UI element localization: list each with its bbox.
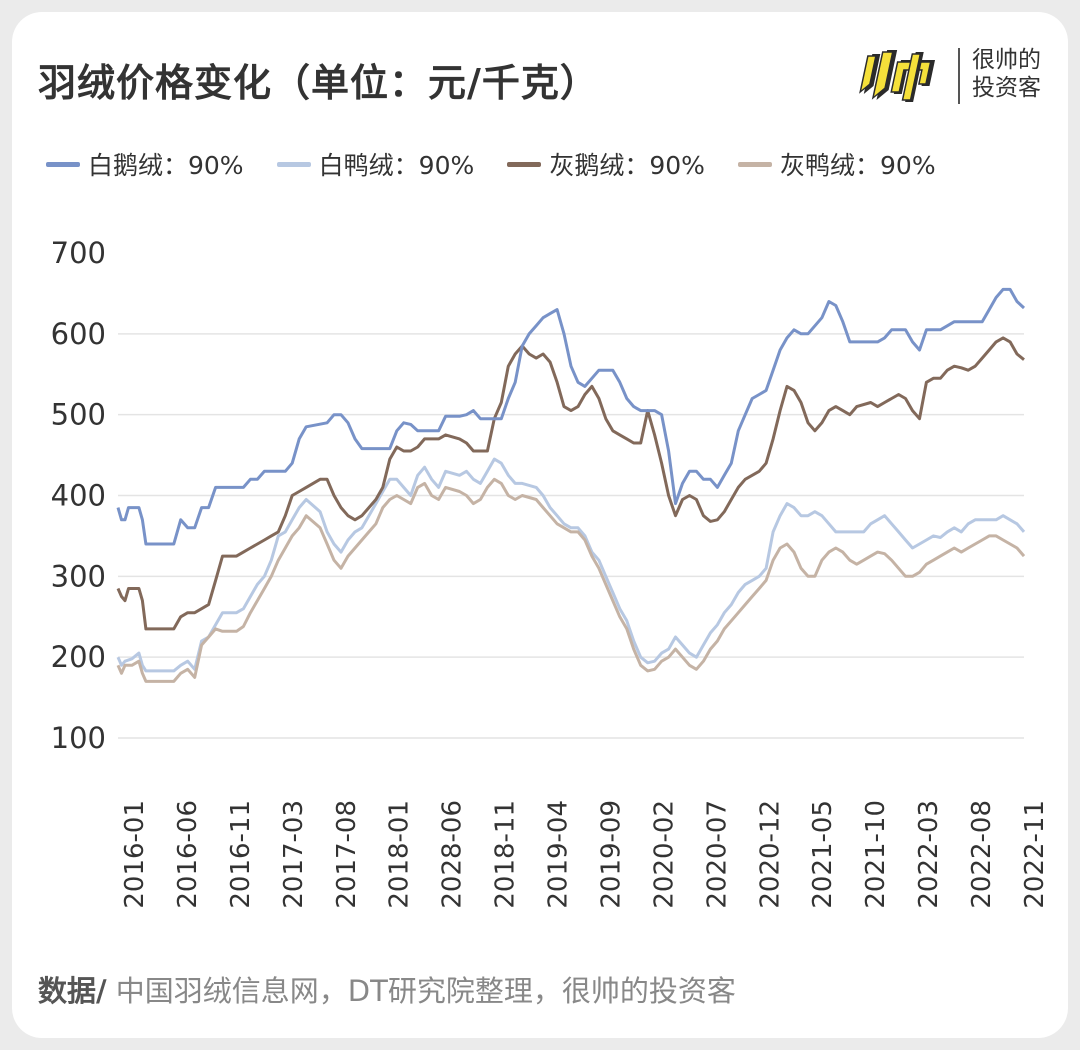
- brand-logo-line2: 投资客: [972, 75, 1041, 101]
- x-tick-label: 2022-08: [967, 800, 997, 909]
- legend-swatch-white-goose: [46, 161, 80, 167]
- brand-logo-divider: [958, 48, 960, 104]
- legend-item-grey-goose: 灰鹅绒：90%: [507, 146, 705, 182]
- y-tick-label: 400: [51, 479, 106, 513]
- brand-logo-line1: 很帅的: [972, 47, 1041, 73]
- x-tick-label: 2019-09: [596, 800, 626, 909]
- legend-item-grey-duck: 灰鸭绒：90%: [738, 146, 936, 182]
- series-line-grey-duck: [116, 477, 1026, 683]
- legend-label-white-goose: 白鹅绒：90%: [88, 151, 244, 180]
- x-tick-label: 2022-11: [1020, 800, 1050, 909]
- y-tick-label: 200: [51, 640, 106, 674]
- y-tick-label: 700: [51, 236, 106, 270]
- data-source-prefix: 数据/: [38, 974, 107, 1008]
- x-tick-label: 2021-10: [861, 800, 891, 909]
- y-tick-label: 500: [51, 398, 106, 432]
- series-line-white-duck: [116, 457, 1026, 673]
- x-tick-label: 2020-02: [649, 800, 679, 909]
- data-source-text: 中国羽绒信息网，DT研究院整理，很帅的投资客: [106, 974, 736, 1008]
- y-tick-label: 100: [51, 721, 106, 755]
- x-tick-label: 2016-11: [226, 800, 256, 909]
- legend-label-white-duck: 白鸭绒：90%: [318, 151, 475, 180]
- brand-logo: 很帅的 投资客: [852, 42, 1052, 108]
- x-tick-label: 2016-06: [173, 800, 203, 909]
- legend-item-white-duck: 白鸭绒：90%: [276, 146, 475, 182]
- legend-swatch-grey-goose: [507, 161, 542, 167]
- series-line-white-goose: [116, 287, 1026, 546]
- x-tick-label: 2018-01: [385, 800, 415, 909]
- x-tick-label: 2021-05: [808, 800, 838, 909]
- chart-title: 羽绒价格变化（单位：元/千克）: [38, 61, 599, 105]
- legend-label-grey-goose: 灰鹅绒：90%: [549, 151, 705, 180]
- chart-legend: 白鹅绒：90% 白鸭绒：90% 灰鹅绒：90% 灰鸭绒：90%: [46, 146, 964, 180]
- series-line-grey-goose: [116, 336, 1025, 631]
- y-tick-label: 600: [51, 317, 106, 351]
- legend-item-white-goose: 白鹅绒：90%: [46, 146, 244, 182]
- brand-logo-mark: [859, 50, 936, 102]
- x-tick-label: 2022-03: [914, 800, 944, 909]
- legend-swatch-white-duck: [276, 161, 311, 167]
- x-tick-label: 2020-12: [755, 800, 785, 909]
- x-tick-label: 2017-08: [332, 800, 362, 909]
- x-tick-label: 2017-03: [279, 800, 309, 909]
- x-tick-label: 2018-11: [491, 800, 521, 909]
- brand-logo-text: 很帅的 投资客: [972, 46, 1041, 102]
- legend-swatch-grey-duck: [738, 161, 773, 167]
- x-tick-label: 2019-04: [544, 800, 574, 909]
- x-tick-label: 2028-06: [438, 800, 468, 909]
- legend-label-grey-duck: 灰鸭绒：90%: [780, 151, 936, 180]
- data-source-note: 数据/ 中国羽绒信息网，DT研究院整理，很帅的投资客: [38, 968, 736, 1010]
- x-tick-label: 2020-07: [702, 800, 732, 909]
- y-tick-label: 300: [51, 559, 106, 593]
- x-tick-label: 2016-01: [120, 800, 150, 909]
